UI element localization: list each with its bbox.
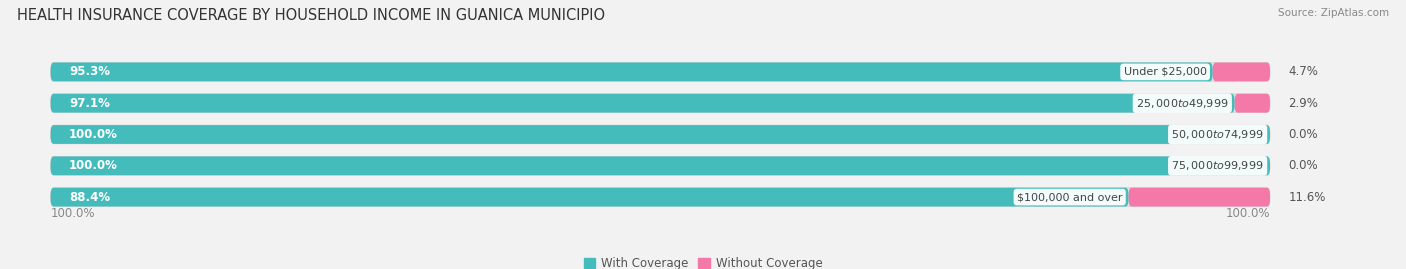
Text: $75,000 to $99,999: $75,000 to $99,999 xyxy=(1171,159,1264,172)
Text: HEALTH INSURANCE COVERAGE BY HOUSEHOLD INCOME IN GUANICA MUNICIPIO: HEALTH INSURANCE COVERAGE BY HOUSEHOLD I… xyxy=(17,8,605,23)
Text: $50,000 to $74,999: $50,000 to $74,999 xyxy=(1171,128,1264,141)
FancyBboxPatch shape xyxy=(51,125,1270,144)
Legend: With Coverage, Without Coverage: With Coverage, Without Coverage xyxy=(579,253,827,269)
FancyBboxPatch shape xyxy=(1234,94,1270,113)
FancyBboxPatch shape xyxy=(51,94,1270,113)
FancyBboxPatch shape xyxy=(51,94,1234,113)
FancyBboxPatch shape xyxy=(1129,188,1270,207)
Text: 0.0%: 0.0% xyxy=(1288,159,1317,172)
FancyBboxPatch shape xyxy=(51,156,1270,175)
FancyBboxPatch shape xyxy=(51,62,1270,81)
FancyBboxPatch shape xyxy=(51,188,1270,207)
Text: 100.0%: 100.0% xyxy=(51,207,96,220)
Text: 2.9%: 2.9% xyxy=(1288,97,1319,110)
Text: 0.0%: 0.0% xyxy=(1288,128,1317,141)
Text: 97.1%: 97.1% xyxy=(69,97,110,110)
FancyBboxPatch shape xyxy=(51,62,1213,81)
FancyBboxPatch shape xyxy=(51,156,1270,175)
Text: 11.6%: 11.6% xyxy=(1288,191,1326,204)
Text: $25,000 to $49,999: $25,000 to $49,999 xyxy=(1136,97,1229,110)
Text: 100.0%: 100.0% xyxy=(1226,207,1270,220)
FancyBboxPatch shape xyxy=(51,125,1270,144)
Text: 100.0%: 100.0% xyxy=(69,159,118,172)
Text: 88.4%: 88.4% xyxy=(69,191,110,204)
Text: 4.7%: 4.7% xyxy=(1288,65,1319,78)
Text: 100.0%: 100.0% xyxy=(69,128,118,141)
Text: 95.3%: 95.3% xyxy=(69,65,110,78)
Text: Under $25,000: Under $25,000 xyxy=(1123,67,1206,77)
Text: $100,000 and over: $100,000 and over xyxy=(1017,192,1122,202)
Text: Source: ZipAtlas.com: Source: ZipAtlas.com xyxy=(1278,8,1389,18)
FancyBboxPatch shape xyxy=(1213,62,1270,81)
FancyBboxPatch shape xyxy=(51,188,1129,207)
